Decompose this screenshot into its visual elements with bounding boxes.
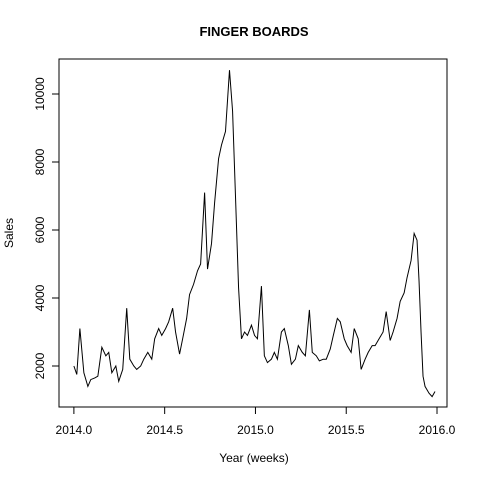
y-tick-label: 8000 — [33, 148, 47, 175]
data-line — [73, 70, 436, 398]
x-tick-label: 2015.0 — [237, 423, 274, 437]
x-tick-label: 2014.5 — [146, 423, 183, 437]
y-tick-label: 10000 — [33, 77, 47, 111]
y-tick-label: 6000 — [33, 216, 47, 243]
plot-frame — [58, 58, 448, 408]
x-tick-label: 2016.0 — [419, 423, 456, 437]
y-tick-label: 2000 — [33, 352, 47, 379]
x-tick-label: 2014.0 — [56, 423, 93, 437]
chart-title: FINGER BOARDS — [199, 24, 308, 39]
x-axis-label: Year (weeks) — [219, 451, 289, 465]
x-tick-label: 2015.5 — [328, 423, 365, 437]
y-axis-label: Sales — [2, 218, 16, 248]
y-tick-label: 4000 — [33, 284, 47, 311]
